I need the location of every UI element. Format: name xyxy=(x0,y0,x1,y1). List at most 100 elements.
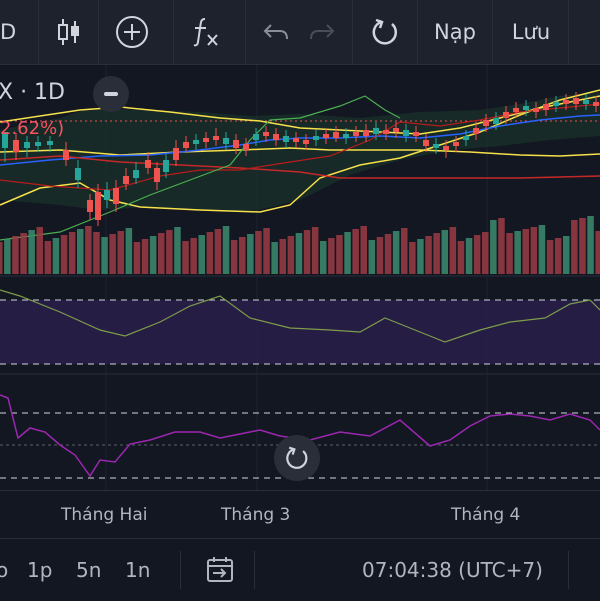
volume-bar xyxy=(530,227,538,274)
candle-body xyxy=(573,98,579,104)
range-button[interactable]: 5n xyxy=(76,539,101,601)
reload-button[interactable] xyxy=(360,0,410,64)
volume-pane xyxy=(0,216,600,274)
volume-bar xyxy=(28,230,35,274)
candle-body xyxy=(383,130,389,134)
volume-bar xyxy=(77,229,84,274)
volume-bar xyxy=(482,232,489,274)
volume-bar xyxy=(174,227,181,274)
volume-bar xyxy=(295,233,303,274)
candle-body xyxy=(553,102,559,106)
compare-button[interactable] xyxy=(100,0,164,64)
candle-body xyxy=(283,136,289,142)
volume-bar xyxy=(93,232,100,274)
volume-bar xyxy=(409,242,416,274)
candle-body xyxy=(513,108,519,112)
candle-body xyxy=(193,140,199,144)
separator xyxy=(245,0,246,64)
volume-bar xyxy=(392,231,400,274)
candle-body xyxy=(173,148,179,160)
candle-body xyxy=(363,130,369,136)
volume-bar xyxy=(328,238,335,274)
volume-bar xyxy=(182,241,189,274)
volume-bar xyxy=(384,234,392,274)
ma-fast-line xyxy=(0,114,600,166)
volume-bar xyxy=(133,242,141,274)
candle-body xyxy=(343,134,349,138)
indicators-button[interactable] xyxy=(176,0,236,64)
candle-body xyxy=(533,108,539,112)
volume-bar xyxy=(4,239,11,274)
top-toolbar: D xyxy=(0,0,600,65)
candle-body xyxy=(63,150,69,160)
range-button[interactable]: 1p xyxy=(27,539,52,601)
candle-body xyxy=(443,146,449,150)
time-axis[interactable]: Tháng Hai Tháng 3 Tháng 4 xyxy=(0,490,600,539)
symbol-label[interactable]: X · 1D xyxy=(0,80,65,105)
rsi-band xyxy=(0,300,600,364)
clock-timezone[interactable]: 07:04:38 (UTC+7) xyxy=(362,539,543,601)
volume-bar xyxy=(595,231,600,274)
volume-bar xyxy=(579,218,586,274)
reset-icon xyxy=(286,446,308,469)
candle-body xyxy=(353,132,359,136)
collapse-legend-button[interactable] xyxy=(93,76,129,112)
chart-type-button[interactable] xyxy=(40,0,98,64)
undo-button[interactable] xyxy=(258,0,294,64)
price-chart[interactable] xyxy=(0,65,600,490)
volume-bar xyxy=(287,236,295,274)
candle-body xyxy=(403,130,409,136)
redo-button[interactable] xyxy=(304,0,340,64)
candles-icon xyxy=(58,19,79,45)
separator xyxy=(568,551,569,589)
volume-bar xyxy=(141,239,149,274)
time-label: Tháng 3 xyxy=(221,505,291,525)
candle-body xyxy=(473,128,479,134)
volume-bar xyxy=(0,242,3,274)
candle-body xyxy=(163,160,169,172)
volume-bar xyxy=(449,227,457,274)
volume-bar xyxy=(125,228,133,274)
range-button[interactable]: o xyxy=(0,539,8,601)
candle-body xyxy=(133,170,139,178)
separator xyxy=(492,0,493,64)
candle-body xyxy=(243,144,249,150)
separator xyxy=(417,0,418,64)
candle-body xyxy=(423,140,429,146)
candle-body xyxy=(563,100,569,104)
separator xyxy=(254,551,255,589)
candle-body xyxy=(113,188,119,204)
interval-button[interactable]: D xyxy=(0,0,18,64)
go-to-date-button[interactable] xyxy=(204,539,236,601)
volume-bar xyxy=(490,220,497,274)
volume-bar xyxy=(85,226,92,274)
fx-icon xyxy=(193,18,218,47)
minus-icon xyxy=(104,92,118,96)
volume-bar xyxy=(109,234,116,274)
volume-bar xyxy=(538,225,546,274)
candle-body xyxy=(145,160,151,168)
separator xyxy=(173,0,174,64)
volume-bar xyxy=(344,232,351,274)
volume-bar xyxy=(587,216,594,274)
volume-bar xyxy=(222,226,230,274)
volume-bar xyxy=(376,237,384,274)
volume-bar xyxy=(117,231,124,274)
range-label: 5n xyxy=(76,558,102,582)
candle-body xyxy=(583,100,589,104)
refresh-button[interactable]: Nạp xyxy=(420,0,490,64)
range-button[interactable]: 1n xyxy=(125,539,150,601)
volume-bar xyxy=(522,229,529,274)
save-button[interactable]: Lưu xyxy=(496,0,566,64)
separator xyxy=(568,0,569,64)
candle-body xyxy=(2,132,8,148)
volume-bar xyxy=(230,240,238,274)
volume-bar xyxy=(214,229,222,274)
volume-bar xyxy=(506,233,513,274)
candle-body xyxy=(373,128,379,134)
volume-bar xyxy=(206,232,214,274)
volume-bar xyxy=(417,239,424,274)
reset-chart-button[interactable] xyxy=(274,435,320,481)
volume-bar xyxy=(271,242,278,274)
candle-body xyxy=(303,140,309,144)
